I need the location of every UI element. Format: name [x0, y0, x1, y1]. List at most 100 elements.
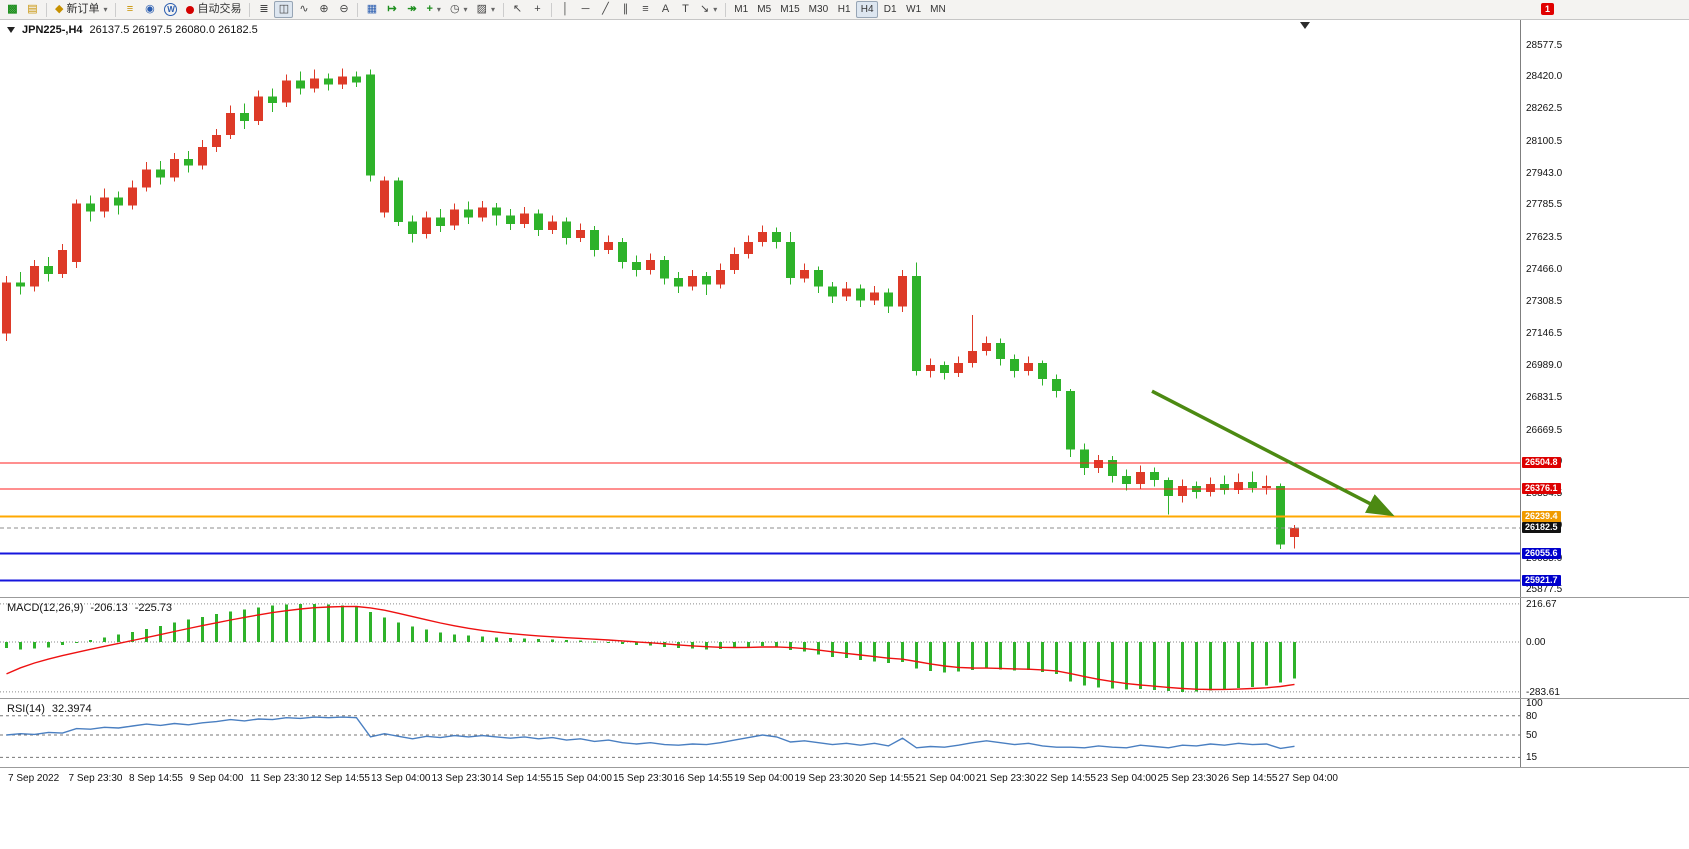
channel-tool-button[interactable]: ∥ — [616, 1, 635, 18]
text-tool-button[interactable]: A — [656, 1, 675, 18]
zoom-in-button[interactable]: ⊕ — [314, 1, 333, 18]
indicators-plus-icon: + — [426, 3, 433, 15]
time-axis-label: 26 Sep 14:55 — [1218, 773, 1278, 784]
time-axis-label: 15 Sep 04:00 — [552, 773, 613, 784]
price-axis-label: 27466.0 — [1526, 263, 1563, 275]
time-axis-label: 19 Sep 04:00 — [734, 773, 794, 784]
market-watch-button[interactable]: ≡ — [120, 1, 139, 18]
timeframe-m5-button[interactable]: M5 — [753, 1, 775, 18]
price-axis-label: 28100.5 — [1526, 135, 1563, 147]
tile-windows-button[interactable]: ▦ — [362, 1, 381, 18]
time-axis-label: 19 Sep 23:30 — [794, 773, 855, 784]
time-axis-label: 13 Sep 04:00 — [371, 773, 431, 784]
time-axis-label: 22 Sep 14:55 — [1036, 773, 1097, 784]
rsi-plot[interactable] — [0, 699, 1520, 767]
time-axis-label: 20 Sep 14:55 — [855, 773, 915, 784]
text-label-icon: T — [682, 3, 689, 15]
market-watch-icon: ≡ — [126, 3, 134, 15]
timeframe-d1-button[interactable]: D1 — [879, 1, 901, 18]
trendline-tool-button[interactable]: ╱ — [596, 1, 615, 18]
metaeditor-icon: W — [164, 3, 178, 16]
autotrading-label: 自动交易 — [197, 3, 242, 15]
candlestick-mode-button[interactable]: ◫ — [274, 1, 294, 18]
line-chart-icon: ∿ — [299, 3, 309, 15]
timeframe-m30-button[interactable]: M30 — [805, 1, 832, 18]
chart-shift-button[interactable]: ↠ — [402, 1, 421, 18]
price-axis[interactable]: 28577.5 28420.0 28262.5 28100.5 27943.0 27785… — [1520, 20, 1689, 597]
toolbar-separator — [46, 2, 47, 17]
hline-price-label: 26182.5 — [1522, 522, 1561, 534]
metaeditor-button[interactable]: W — [160, 1, 181, 18]
rsi-axis[interactable]: 100 80 50 15 — [1520, 698, 1689, 767]
crosshair-icon: + — [534, 3, 541, 15]
time-axis-label: 9 Sep 04:00 — [189, 773, 244, 784]
time-axis-label: 7 Sep 23:30 — [68, 773, 123, 784]
timeframe-m1-button[interactable]: M1 — [730, 1, 752, 18]
price-axis-label: 28420.0 — [1526, 71, 1563, 83]
one-click-trading-toggle[interactable] — [7, 27, 15, 33]
hline-price-label: 26504.8 — [1522, 457, 1561, 469]
zoom-out-button[interactable]: ⊖ — [334, 1, 353, 18]
autotrading-button[interactable]: 自动交易 — [182, 1, 245, 18]
rsi-title: RSI(14) — [7, 703, 45, 715]
auto-scroll-button[interactable]: ↦ — [382, 1, 401, 18]
hline-price-label: 26055.6 — [1522, 548, 1561, 559]
timeframe-w1-button[interactable]: W1 — [902, 1, 925, 18]
price-axis-label: 28577.5 — [1526, 39, 1563, 51]
rsi-axis-label: 80 — [1526, 710, 1538, 722]
cursor-icon: ↖ — [512, 3, 523, 15]
rsi-header: RSI(14) 32.3974 — [7, 703, 92, 715]
toolbar-separator — [502, 2, 504, 17]
periods-button[interactable]: ◷ ▾ — [446, 1, 472, 18]
candlestick-plot[interactable] — [0, 20, 1520, 597]
notification-badge[interactable]: 1 — [1541, 3, 1554, 15]
time-axis-label: 21 Sep 23:30 — [976, 773, 1036, 784]
new-order-button[interactable]: ◆ 新订单 ▾ — [51, 1, 111, 18]
toolbar-separator — [357, 2, 359, 17]
candlestick-chart-icon: ◫ — [278, 3, 290, 15]
macd-axis[interactable]: 216.67 0.00 -283.61 — [1520, 598, 1689, 698]
fibonacci-tool-button[interactable]: ≡ — [636, 1, 655, 18]
crosshair-tool-button[interactable]: + — [528, 1, 547, 18]
time-axis[interactable]: 7 Sep 2022 7 Sep 23:30 8 Sep 14:55 9 Sep 04… — [0, 767, 1689, 789]
toolbar: ▩ ▤ ◆ 新订单 ▾ ≡ ◉ W 自动交易 ≣ ◫ ∿ ⊕ ⊖ ▦ ↦ ↠ +… — [0, 0, 1689, 20]
time-axis-label: 15 Sep 23:30 — [613, 773, 673, 784]
timeframe-h1-button[interactable]: H1 — [833, 1, 855, 18]
chart-title: JPN225-,H4 26137.5 26197.5 26080.0 26182… — [7, 24, 258, 36]
price-axis-label: 27943.0 — [1526, 167, 1563, 179]
chart-shift-marker[interactable] — [1300, 22, 1310, 29]
navigator-button[interactable]: ◉ — [140, 1, 159, 18]
price-axis-label: 27308.5 — [1526, 295, 1563, 307]
new-chart-button[interactable]: ▩ — [3, 1, 22, 18]
arrow-icon: ↘ — [699, 3, 710, 15]
channel-icon: ∥ — [622, 3, 629, 15]
timeframe-m15-button[interactable]: M15 — [776, 1, 803, 18]
profiles-button[interactable]: ▤ — [23, 1, 42, 18]
macd-main-value: -206.13 — [90, 602, 128, 614]
time-axis-label: 25 Sep 23:30 — [1157, 773, 1218, 784]
vertical-line-tool-button[interactable]: │ — [556, 1, 575, 18]
timeframe-mn-button[interactable]: MN — [926, 1, 950, 18]
fibonacci-icon: ≡ — [642, 3, 649, 15]
macd-plot[interactable] — [0, 598, 1520, 698]
horizontal-line-tool-button[interactable]: ─ — [576, 1, 595, 18]
arrows-tool-button[interactable]: ↘ ▾ — [696, 1, 721, 18]
cursor-tool-button[interactable]: ↖ — [508, 1, 527, 18]
bar-chart-mode-button[interactable]: ≣ — [254, 1, 273, 18]
auto-scroll-icon: ↦ — [387, 3, 397, 15]
trendline-icon: ╱ — [602, 3, 609, 15]
chevron-down-icon: ▾ — [463, 4, 468, 14]
new-order-icon: ◆ — [55, 3, 64, 15]
text-label-tool-button[interactable]: T — [676, 1, 695, 18]
line-chart-mode-button[interactable]: ∿ — [294, 1, 313, 18]
new-order-label: 新订单 — [66, 3, 100, 15]
rsi-axis-label: 15 — [1526, 752, 1538, 764]
price-axis-label: 25877.5 — [1526, 584, 1563, 596]
timeframe-h4-button[interactable]: H4 — [856, 1, 879, 18]
macd-header: MACD(12,26,9) -206.13 -225.73 — [7, 602, 172, 614]
macd-title: MACD(12,26,9) — [7, 602, 84, 614]
profiles-icon: ▤ — [27, 3, 38, 15]
indicators-button[interactable]: + ▾ — [422, 1, 444, 18]
templates-button[interactable]: ▨ ▾ — [473, 1, 499, 18]
hline-price-label: 25921.7 — [1522, 575, 1561, 587]
